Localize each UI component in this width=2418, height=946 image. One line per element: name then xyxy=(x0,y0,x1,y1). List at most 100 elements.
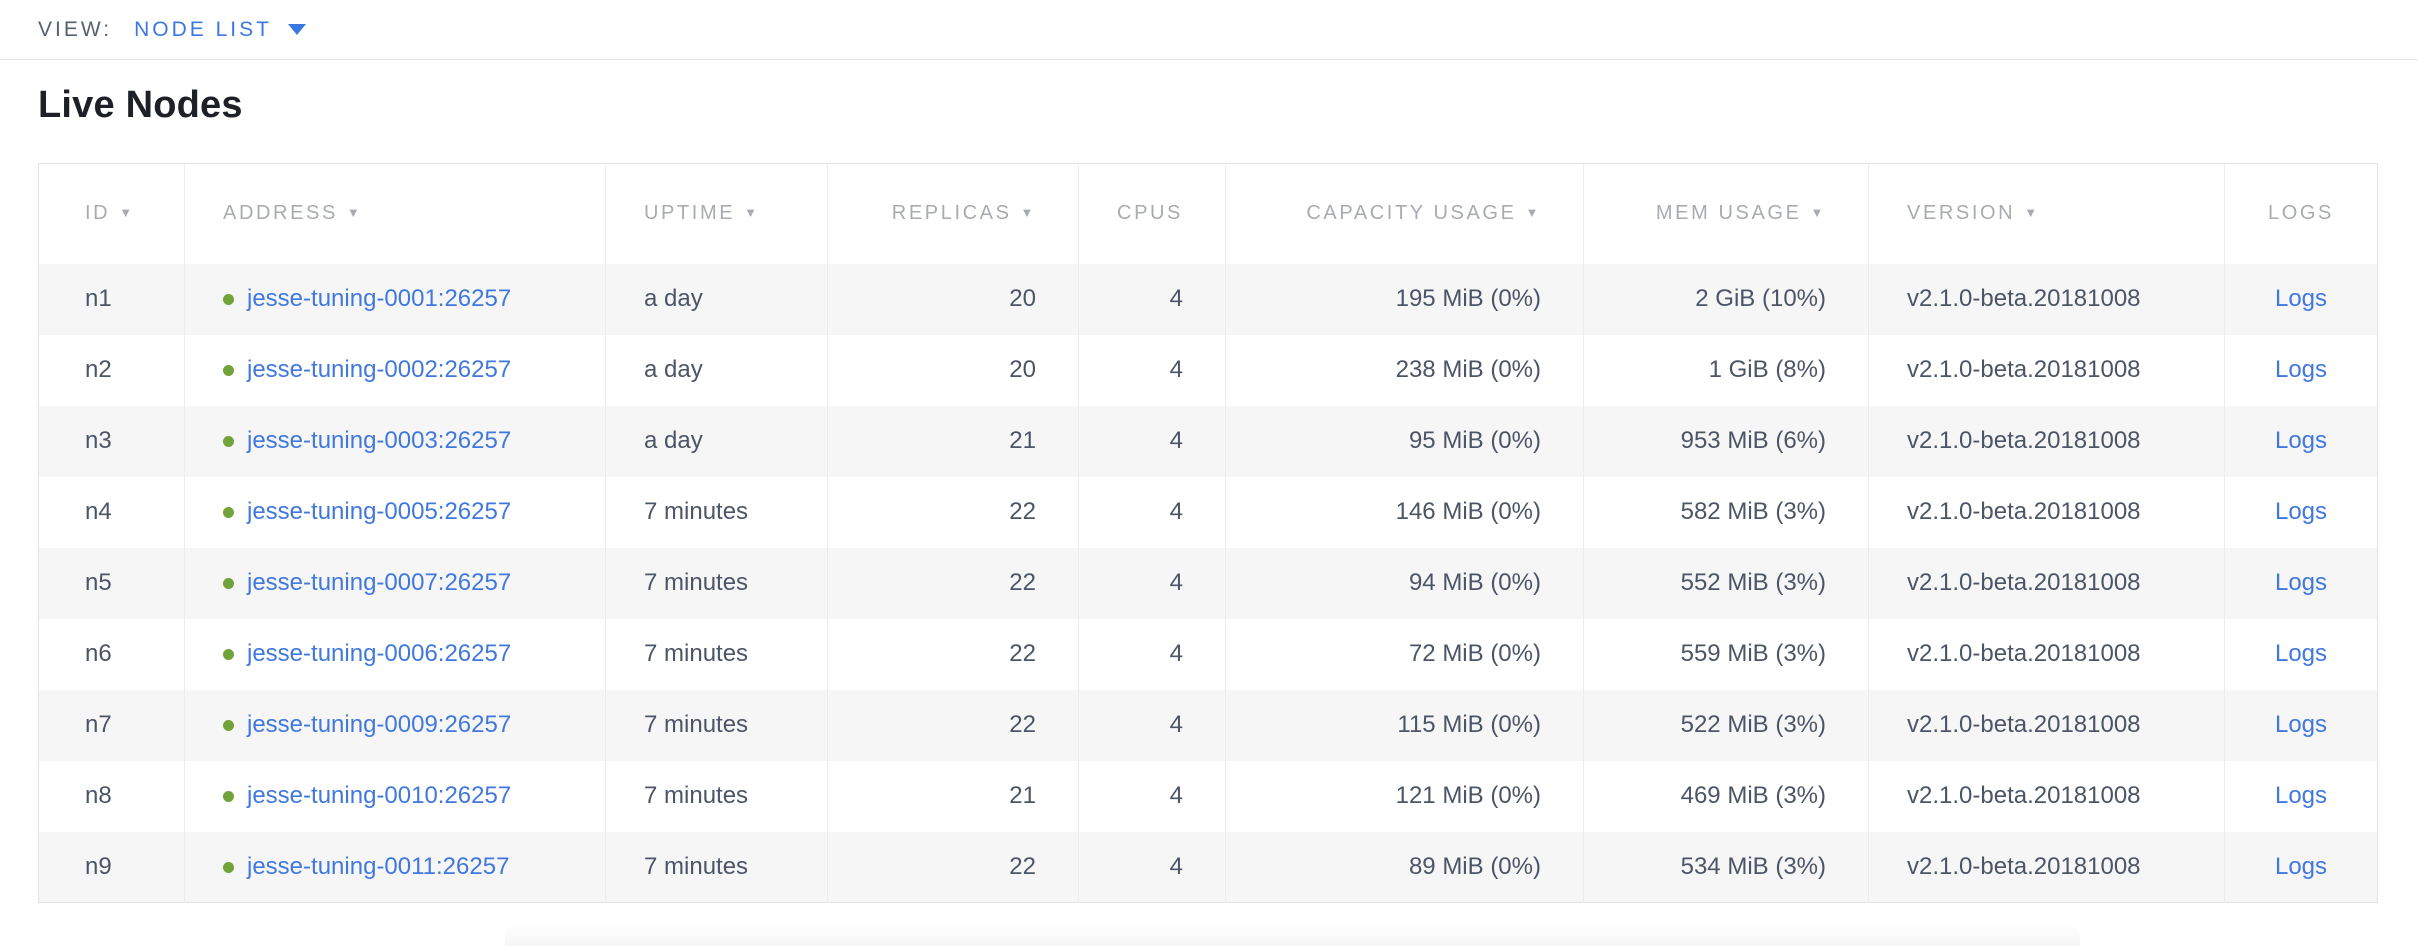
chevron-down-icon xyxy=(287,24,306,35)
node-address-link[interactable]: jesse-tuning-0006:26257 xyxy=(247,640,512,667)
cell-cpus: 4 xyxy=(1078,334,1226,406)
column-label: ADDRESS xyxy=(223,202,338,225)
table-row: n2 jesse-tuning-0002:26257 a day 20 4 238 MiB… xyxy=(39,334,2378,406)
column-label: CAPACITY USAGE xyxy=(1306,202,1517,225)
cell-capacity_usage: 95 MiB (0%) xyxy=(1225,405,1584,477)
bottom-sheet-shadow xyxy=(505,927,2080,946)
cell-logs: Logs xyxy=(2224,405,2378,477)
table-row: n3 jesse-tuning-0003:26257 a day 21 4 95 MiB … xyxy=(38,405,2378,477)
node-address-link[interactable]: jesse-tuning-0005:26257 xyxy=(247,498,512,525)
cell-logs: Logs xyxy=(2224,689,2378,761)
column-header-cpus: CPUS xyxy=(1078,163,1226,264)
column-header-uptime[interactable]: UPTIME ▼ xyxy=(605,163,828,264)
node-address-link[interactable]: jesse-tuning-0011:26257 xyxy=(247,852,510,880)
page-title: Live Nodes xyxy=(38,84,243,126)
cell-uptime: 7 minutes xyxy=(605,547,828,619)
table-row: n4 jesse-tuning-0005:26257 7 minutes 22 4 146… xyxy=(39,476,2378,548)
cell-uptime: 7 minutes xyxy=(605,476,828,548)
logs-link[interactable]: Logs xyxy=(2274,285,2328,312)
cell-capacity_usage: 146 MiB (0%) xyxy=(1225,476,1584,548)
node-address-link[interactable]: jesse-tuning-0003:26257 xyxy=(247,427,512,454)
cell-id: n7 xyxy=(85,711,112,738)
cell-cpus: 4 xyxy=(1078,689,1226,761)
column-header-capacity_usage[interactable]: CAPACITY USAGE ▼ xyxy=(1225,163,1584,264)
cell-capacity_usage: 72 MiB (0%) xyxy=(1225,618,1584,690)
column-header-replicas[interactable]: REPLICAS ▼ xyxy=(827,163,1079,264)
column-label: REPLICAS xyxy=(891,202,1012,225)
cell-cpus: 4 xyxy=(1078,547,1226,619)
cell-mem_usage: 534 MiB (3%) xyxy=(1583,831,1869,903)
cell-mem_usage: 552 MiB (3%) xyxy=(1583,547,1869,619)
cell-logs: Logs xyxy=(2224,618,2378,690)
node-address-link[interactable]: jesse-tuning-0010:26257 xyxy=(247,782,512,809)
cell-version: v2.1.0-beta.20181008 xyxy=(1868,831,2225,903)
cell-replicas: 22 xyxy=(827,831,1079,903)
logs-link[interactable]: Logs xyxy=(2274,640,2328,667)
cell-address: jesse-tuning-0009:26257 xyxy=(184,689,606,761)
cell-capacity_usage: 94 MiB (0%) xyxy=(1225,547,1584,619)
cell-version: v2.1.0-beta.20181008 xyxy=(1868,405,2225,477)
cell-version: v2.1.0-beta.20181008 xyxy=(1868,760,2225,832)
node-address-link[interactable]: jesse-tuning-0001:26257 xyxy=(247,285,512,312)
view-selector-dropdown[interactable]: NODE LIST xyxy=(134,18,306,42)
cell-replicas: 21 xyxy=(827,760,1079,832)
column-label: VERSION xyxy=(1907,202,2016,225)
table-row: n1 jesse-tuning-0001:26257 a day 20 4 195 MiB… xyxy=(38,263,2378,335)
column-header-version[interactable]: VERSION ▼ xyxy=(1868,163,2225,264)
column-header-address[interactable]: ADDRESS ▼ xyxy=(184,163,606,264)
table-row: n6 jesse-tuning-0006:26257 7 minutes 22 4 72 … xyxy=(39,618,2378,690)
cell-replicas: 22 xyxy=(827,476,1079,548)
cell-replicas: 22 xyxy=(827,618,1079,690)
cell-id: n1 xyxy=(85,285,112,312)
logs-link[interactable]: Logs xyxy=(2274,498,2328,525)
column-label: LOGS xyxy=(2268,202,2334,225)
column-label: ID xyxy=(85,202,111,225)
cell-replicas: 20 xyxy=(827,334,1079,406)
logs-link[interactable]: Logs xyxy=(2274,569,2328,596)
column-label: UPTIME xyxy=(644,202,736,225)
cell-cpus: 4 xyxy=(1078,760,1226,832)
logs-link[interactable]: Logs xyxy=(2274,711,2328,738)
logs-link[interactable]: Logs xyxy=(2274,356,2328,383)
logs-link[interactable]: Logs xyxy=(2274,782,2328,809)
cell-mem_usage: 2 GiB (10%) xyxy=(1583,263,1869,335)
column-header-mem_usage[interactable]: MEM USAGE ▼ xyxy=(1583,163,1869,264)
cell-uptime: a day xyxy=(605,334,828,406)
cell-id: n4 xyxy=(85,498,112,525)
logs-link[interactable]: Logs xyxy=(2274,852,2328,880)
column-header-logs: LOGS xyxy=(2224,163,2378,264)
cell-uptime: 7 minutes xyxy=(605,760,828,832)
cell-address: jesse-tuning-0001:26257 xyxy=(184,263,606,335)
cell-cpus: 4 xyxy=(1078,476,1226,548)
cell-address: jesse-tuning-0011:26257 xyxy=(184,831,606,903)
node-address-link[interactable]: jesse-tuning-0002:26257 xyxy=(247,356,512,383)
cell-logs: Logs xyxy=(2224,831,2378,903)
cell-replicas: 21 xyxy=(827,405,1079,477)
column-header-id[interactable]: ID ▼ xyxy=(38,163,185,264)
cell-uptime: 7 minutes xyxy=(605,689,828,761)
cell-uptime: 7 minutes xyxy=(605,618,828,690)
cell-id: n9 xyxy=(85,852,112,880)
logs-link[interactable]: Logs xyxy=(2274,427,2328,454)
table-row: n5 jesse-tuning-0007:26257 7 minutes 22 4 94 … xyxy=(38,547,2378,619)
cell-address: jesse-tuning-0003:26257 xyxy=(184,405,606,477)
cell-mem_usage: 582 MiB (3%) xyxy=(1583,476,1869,548)
node-live-status-dot xyxy=(223,365,234,376)
node-address-link[interactable]: jesse-tuning-0007:26257 xyxy=(247,569,512,596)
sort-descending-icon: ▼ xyxy=(744,205,760,221)
cell-mem_usage: 1 GiB (8%) xyxy=(1583,334,1869,406)
cell-replicas: 20 xyxy=(827,263,1079,335)
node-live-status-dot xyxy=(223,507,234,518)
cell-uptime: a day xyxy=(605,263,828,335)
sort-descending-icon: ▼ xyxy=(1020,205,1036,221)
sort-descending-icon: ▼ xyxy=(1810,205,1826,221)
node-address-link[interactable]: jesse-tuning-0009:26257 xyxy=(247,711,512,738)
cell-cpus: 4 xyxy=(1078,405,1226,477)
cell-version: v2.1.0-beta.20181008 xyxy=(1868,263,2225,335)
cell-logs: Logs xyxy=(2224,760,2378,832)
sort-descending-icon: ▼ xyxy=(2024,205,2040,221)
cell-cpus: 4 xyxy=(1078,263,1226,335)
cell-id: n5 xyxy=(85,569,112,596)
cell-version: v2.1.0-beta.20181008 xyxy=(1868,334,2225,406)
cell-id: n2 xyxy=(85,356,112,383)
